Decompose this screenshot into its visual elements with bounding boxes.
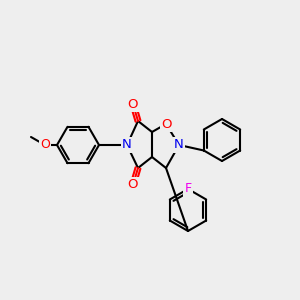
Text: O: O xyxy=(128,98,138,110)
Text: F: F xyxy=(184,182,192,196)
Text: O: O xyxy=(40,139,50,152)
Text: O: O xyxy=(128,178,138,191)
Text: N: N xyxy=(122,139,132,152)
Text: N: N xyxy=(174,139,184,152)
Text: O: O xyxy=(161,118,171,130)
